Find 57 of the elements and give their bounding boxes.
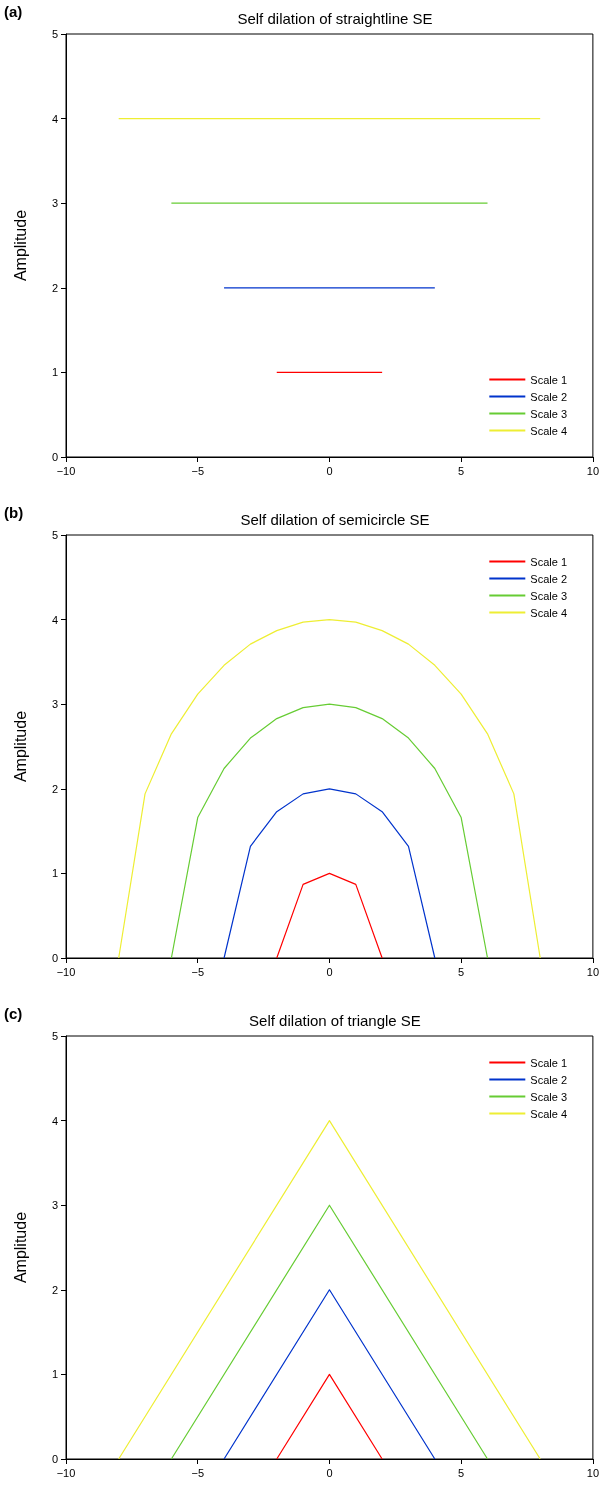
legend-label: Scale 1 xyxy=(530,1056,568,1069)
y-tick-label: 0 xyxy=(51,451,58,463)
x-tick-label: −10 xyxy=(56,965,76,978)
x-tick-label: −10 xyxy=(56,464,76,477)
legend-label: Scale 4 xyxy=(530,606,568,619)
x-tick-label: 0 xyxy=(326,1466,333,1479)
text: (c) xyxy=(4,1005,23,1022)
x-tick-label: 5 xyxy=(458,464,465,477)
legend-label: Scale 4 xyxy=(530,1107,568,1120)
text: (a) xyxy=(4,3,23,20)
legend-label: Scale 2 xyxy=(530,390,568,403)
y-axis-title: Amplitude xyxy=(11,710,29,783)
x-tick-label: 10 xyxy=(586,1466,600,1479)
legend-label: Scale 1 xyxy=(530,373,568,386)
legend-label: Scale 4 xyxy=(530,424,568,437)
x-tick-label: 0 xyxy=(326,464,333,477)
line-series xyxy=(118,619,541,959)
legend-label: Scale 2 xyxy=(530,572,568,585)
x-tick-label: 10 xyxy=(586,464,600,477)
x-tick-label: 0 xyxy=(326,965,333,978)
chart-title: Self dilation of triangle SE xyxy=(249,1012,421,1029)
y-axis-title: Amplitude xyxy=(11,209,29,282)
y-tick-label: 5 xyxy=(51,1030,58,1042)
chart-title: Self dilation of semicircle SE xyxy=(240,511,430,528)
y-tick-label: 2 xyxy=(51,1283,58,1296)
legend-label: Scale 3 xyxy=(530,1090,568,1103)
y-tick-label: 1 xyxy=(51,1368,58,1381)
y-tick-label: 3 xyxy=(51,698,58,711)
y-tick-label: 0 xyxy=(51,1453,58,1465)
text: (b) xyxy=(4,504,24,521)
y-axis-title: Amplitude xyxy=(11,1211,29,1284)
x-tick-label: −5 xyxy=(191,464,204,477)
legend-label: Scale 1 xyxy=(530,555,568,568)
x-tick-label: −10 xyxy=(56,1466,76,1479)
y-tick-label: 5 xyxy=(51,28,58,40)
y-tick-label: 4 xyxy=(51,1114,58,1127)
y-tick-label: 3 xyxy=(51,197,58,210)
line-series xyxy=(170,703,489,959)
y-tick-label: 3 xyxy=(51,1199,58,1212)
x-tick-label: 5 xyxy=(458,965,465,978)
y-tick-label: 0 xyxy=(51,952,58,964)
y-tick-label: 1 xyxy=(51,867,58,880)
y-tick-label: 5 xyxy=(51,529,58,541)
y-tick-label: 4 xyxy=(51,613,58,626)
legend-label: Scale 3 xyxy=(530,589,568,602)
x-tick-label: −5 xyxy=(191,1466,204,1479)
y-tick-label: 4 xyxy=(51,112,58,125)
y-tick-label: 2 xyxy=(51,281,58,294)
chart-title: Self dilation of straightline SE xyxy=(237,10,433,27)
line-series xyxy=(223,788,436,959)
x-tick-label: 10 xyxy=(586,965,600,978)
x-tick-label: 5 xyxy=(458,1466,465,1479)
legend-label: Scale 3 xyxy=(530,407,568,420)
legend-label: Scale 2 xyxy=(530,1073,568,1086)
x-tick-label: −5 xyxy=(191,965,204,978)
y-tick-label: 2 xyxy=(51,782,58,795)
y-tick-label: 1 xyxy=(51,366,58,379)
